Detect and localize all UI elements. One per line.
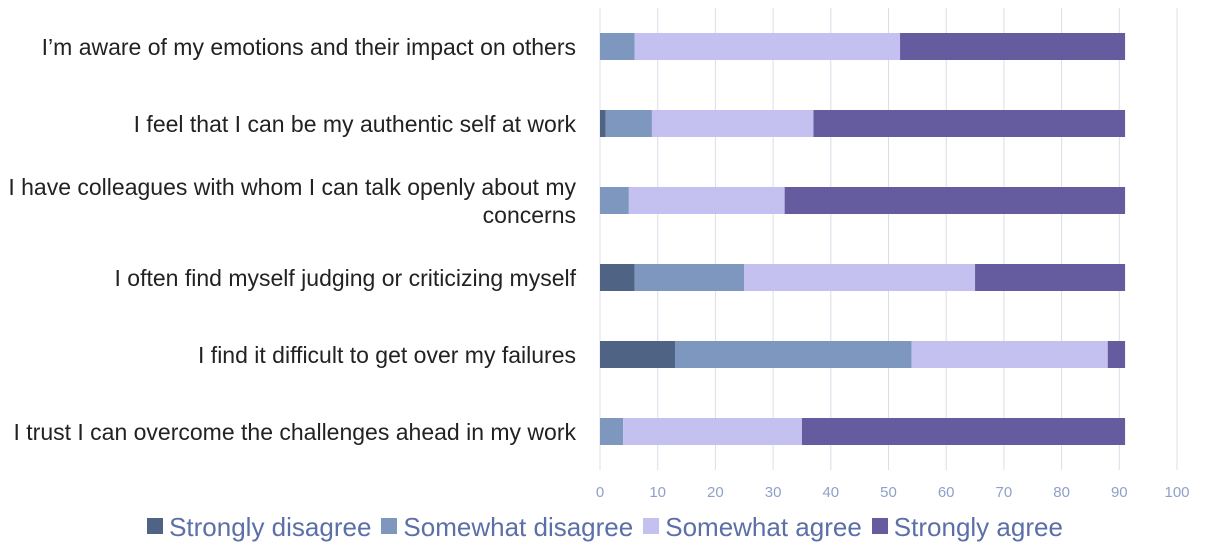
category-label: I’m aware of my emotions and their impac…: [41, 33, 576, 60]
bar-segment: [628, 187, 785, 214]
legend-item: Somewhat disagree: [381, 512, 633, 543]
bar-segment: [600, 187, 629, 214]
category-label: I feel that I can be my authentic self a…: [133, 110, 576, 137]
category-label: I find it difficult to get over my failu…: [198, 341, 576, 368]
bar-segment: [634, 264, 745, 291]
legend-label: Strongly agree: [893, 512, 1063, 542]
x-tick-label: 100: [1164, 484, 1189, 501]
bar-segment: [744, 264, 976, 291]
bar-segment: [813, 110, 1126, 137]
bar-segment: [600, 341, 676, 368]
legend-swatch: [147, 518, 164, 534]
bar-segment: [600, 264, 635, 291]
category-label: I often find myself judging or criticizi…: [114, 264, 576, 291]
bar-segment: [600, 110, 606, 137]
bar-segment: [1107, 341, 1126, 368]
legend-item: Strongly agree: [871, 512, 1063, 543]
x-tick-label: 70: [996, 484, 1013, 501]
legend-item: Somewhat agree: [643, 512, 862, 543]
bar-segment: [605, 110, 652, 137]
x-tick-label: 40: [822, 484, 839, 501]
x-tick-label: 50: [880, 484, 897, 501]
x-tick-label: 30: [765, 484, 782, 501]
x-tick-label: 0: [596, 484, 604, 501]
bar-segment: [975, 264, 1126, 291]
x-tick-label: 20: [707, 484, 724, 501]
x-tick-label: 10: [649, 484, 666, 501]
bar-segment: [675, 341, 912, 368]
x-tick-label: 80: [1053, 484, 1070, 501]
bar-segment: [801, 418, 1126, 445]
legend-label: Somewhat disagree: [403, 512, 634, 542]
x-tick-label: 60: [938, 484, 955, 501]
legend: Strongly disagree Somewhat disagree Somewh…: [0, 512, 1210, 543]
bar-segment: [634, 33, 901, 60]
bar-segment: [600, 418, 624, 445]
bar-segment: [900, 33, 1126, 60]
bar-segment: [600, 33, 635, 60]
legend-swatch: [871, 518, 888, 534]
bar-segment: [911, 341, 1108, 368]
x-tick-label: 90: [1111, 484, 1128, 501]
legend-swatch: [643, 518, 660, 534]
bar-segment: [784, 187, 1126, 214]
category-label: I trust I can overcome the challenges ah…: [13, 418, 576, 445]
legend-swatch: [381, 518, 398, 534]
bar-segment: [623, 418, 802, 445]
bar-segment: [651, 110, 814, 137]
legend-label: Somewhat agree: [665, 512, 862, 542]
legend-label: Strongly disagree: [169, 512, 372, 542]
legend-item: Strongly disagree: [147, 512, 371, 543]
category-label: I have colleagues with whom I can talk o…: [8, 173, 576, 228]
